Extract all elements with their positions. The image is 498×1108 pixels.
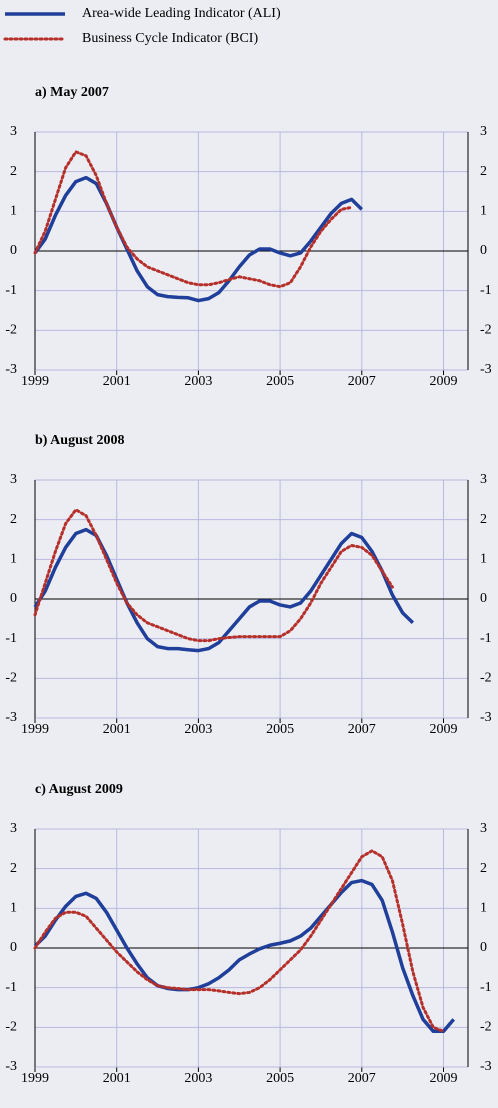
y2-tick-label: 1 [480, 552, 487, 567]
x-tick-label: 1999 [21, 722, 49, 737]
y-tick-label: -3 [5, 362, 17, 377]
legend-label: Business Cycle Indicator (BCI) [82, 31, 258, 46]
y2-tick-label: 3 [480, 472, 487, 487]
y-tick-label: 1 [10, 901, 17, 916]
x-tick-label: 2005 [266, 1071, 294, 1086]
y-tick-label: -2 [5, 323, 17, 338]
series-line [33, 508, 394, 643]
y2-tick-label: 3 [480, 821, 487, 836]
y-tick-label: -1 [5, 283, 17, 298]
y-tick-label: 0 [10, 591, 17, 606]
y2-tick-label: 0 [480, 940, 487, 955]
panel-title: a) May 2007 [35, 85, 109, 100]
y2-tick-label: -2 [480, 323, 492, 338]
y-tick-label: 3 [10, 472, 17, 487]
panel-title: b) August 2008 [35, 433, 124, 448]
y2-tick-label: -3 [480, 1059, 492, 1074]
y-tick-label: 3 [10, 124, 17, 139]
x-tick-label: 2007 [348, 722, 376, 737]
x-tick-label: 2009 [429, 374, 457, 389]
series-line [33, 878, 456, 1034]
y-tick-label: 2 [10, 164, 17, 179]
x-tick-label: 2009 [429, 1071, 457, 1086]
y2-tick-label: 2 [480, 861, 487, 876]
y-tick-label: 2 [10, 512, 17, 527]
y-tick-label: 1 [10, 552, 17, 567]
y-tick-label: -1 [5, 980, 17, 995]
x-tick-label: 2005 [266, 722, 294, 737]
x-tick-label: 2003 [184, 1071, 212, 1086]
y-tick-label: 1 [10, 204, 17, 219]
y2-tick-label: 0 [480, 243, 487, 258]
y-tick-label: -2 [5, 1020, 17, 1035]
y2-tick-label: -3 [480, 362, 492, 377]
x-tick-label: 2007 [348, 1071, 376, 1086]
x-tick-label: 2007 [348, 374, 376, 389]
x-tick-label: 2001 [103, 374, 131, 389]
y2-tick-label: -2 [480, 1020, 492, 1035]
y-tick-label: 2 [10, 861, 17, 876]
y-tick-label: -3 [5, 710, 17, 725]
x-tick-label: 2003 [184, 722, 212, 737]
x-tick-label: 2005 [266, 374, 294, 389]
x-tick-label: 2009 [429, 722, 457, 737]
y2-tick-label: 3 [480, 124, 487, 139]
y2-tick-label: 2 [480, 512, 487, 527]
x-tick-label: 1999 [21, 374, 49, 389]
x-tick-label: 2001 [103, 722, 131, 737]
y-tick-label: -1 [5, 631, 17, 646]
x-tick-label: 2003 [184, 374, 212, 389]
y2-tick-label: 1 [480, 204, 487, 219]
y2-tick-label: -2 [480, 671, 492, 686]
y2-tick-label: -1 [480, 980, 492, 995]
x-tick-label: 2001 [103, 1071, 131, 1086]
series-line [33, 175, 364, 303]
series-line [33, 150, 354, 289]
y2-tick-label: -1 [480, 283, 492, 298]
y2-tick-label: 0 [480, 591, 487, 606]
y2-tick-label: 1 [480, 901, 487, 916]
y-tick-label: -2 [5, 671, 17, 686]
legend-label: Area-wide Leading Indicator (ALI) [82, 6, 281, 21]
y2-tick-label: 2 [480, 164, 487, 179]
y-tick-label: -3 [5, 1059, 17, 1074]
y-tick-label: 0 [10, 940, 17, 955]
panel-title: c) August 2009 [35, 782, 123, 797]
x-tick-label: 1999 [21, 1071, 49, 1086]
y2-tick-label: -3 [480, 710, 492, 725]
y-tick-label: 0 [10, 243, 17, 258]
y-tick-label: 3 [10, 821, 17, 836]
y2-tick-label: -1 [480, 631, 492, 646]
series-line [33, 849, 445, 1033]
